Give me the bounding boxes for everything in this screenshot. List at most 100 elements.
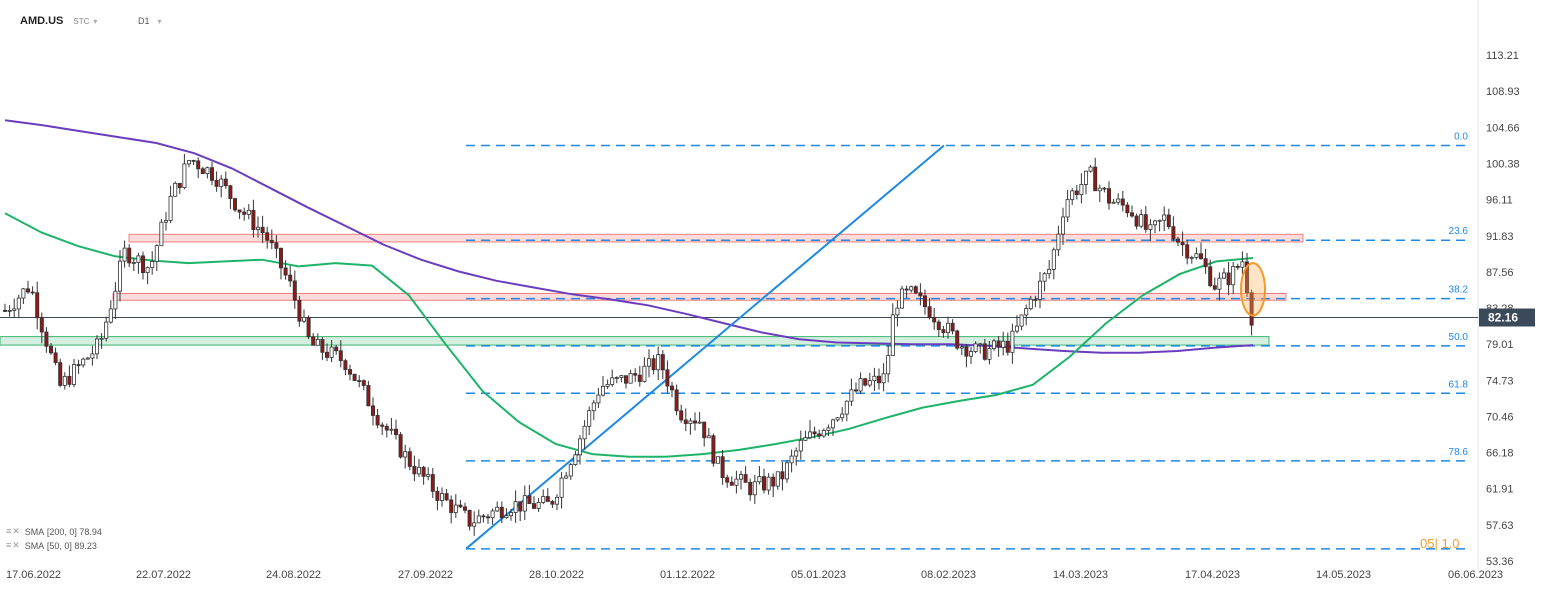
candle-body (729, 481, 734, 486)
legend-sma200[interactable]: ≡✕ SMA [200, 0] 78.94 (6, 526, 102, 537)
fib-level-label: 38.2 (1449, 285, 1469, 296)
candle-body (16, 297, 21, 310)
candle-body (3, 310, 8, 312)
x-tick-label: 08.02.2023 (921, 569, 976, 581)
candle-body (674, 389, 679, 412)
candle-body (159, 221, 164, 247)
candle-body (959, 346, 964, 349)
x-tick-label: 17.04.2023 (1185, 569, 1240, 581)
candle-body (844, 400, 849, 415)
support-zone (0, 336, 1270, 346)
candle-body (1245, 261, 1250, 294)
candle-body (904, 288, 909, 291)
candle-body (978, 343, 983, 346)
legend-sma50[interactable]: ≡✕ SMA [50, 0] 89.23 (6, 540, 97, 551)
candle-body (637, 374, 642, 382)
candle-body (173, 182, 178, 197)
candle-body (421, 466, 426, 477)
candle-body (1153, 220, 1158, 226)
candle-body (522, 495, 527, 512)
candle-body (890, 314, 895, 357)
candle-body (1061, 216, 1066, 235)
candle-body (370, 405, 375, 416)
drag-handle-icon[interactable]: ≡✕ (6, 526, 21, 536)
legend-sma200-name: SMA (24, 526, 45, 537)
candle-body (633, 373, 638, 376)
candle-body (205, 167, 210, 175)
candle-body (136, 255, 141, 263)
candle-body (955, 330, 960, 349)
candle-body (366, 385, 371, 407)
candle-body (854, 389, 859, 392)
candle-body (334, 346, 339, 352)
candle-body (808, 431, 813, 439)
x-tick-label: 14.03.2023 (1053, 569, 1108, 581)
candle-body (817, 433, 822, 437)
candle-body (969, 351, 974, 357)
x-tick-label: 22.07.2022 (136, 569, 191, 581)
candle-body (582, 425, 587, 440)
candle-body (191, 160, 196, 162)
chevron-down-icon[interactable]: ▾ (157, 16, 162, 26)
candle-body (490, 510, 495, 519)
candle-body (1102, 187, 1107, 190)
candle-body (67, 375, 72, 385)
candle-body (872, 375, 877, 382)
candle-body (1028, 298, 1033, 309)
candle-body (1120, 198, 1125, 206)
candle-body (665, 369, 670, 387)
candle-body (513, 501, 518, 513)
candle-body (1199, 253, 1204, 260)
candle-body (214, 179, 219, 187)
symbol-header[interactable]: AMD.US STC ▾ (20, 12, 97, 30)
y-tick-label: 53.36 (1486, 556, 1514, 568)
candle-body (237, 209, 242, 213)
y-tick-label: 96.11 (1486, 195, 1513, 207)
candle-body (315, 339, 320, 346)
candle-body (255, 226, 260, 231)
candle-body (219, 178, 224, 187)
candle-body (849, 389, 854, 402)
candle-body (265, 232, 270, 241)
candle-body (122, 247, 127, 262)
candle-body (1010, 330, 1015, 353)
candle-body (545, 496, 550, 502)
candle-body (596, 394, 601, 404)
candle-body (85, 357, 90, 360)
x-tick-label: 01.12.2022 (660, 569, 715, 581)
candle-body (485, 516, 490, 519)
candle-body (923, 295, 928, 308)
candle-body (1130, 212, 1135, 217)
timeframe-selector[interactable]: D1 ▾ (138, 12, 162, 30)
candle-body (651, 358, 656, 371)
fib-level-label: 50.0 (1449, 332, 1469, 343)
candle-body (725, 477, 730, 483)
candle-body (320, 339, 325, 353)
candle-body (154, 245, 159, 262)
candle-body (209, 167, 214, 181)
candle-body (913, 286, 918, 294)
candle-body (1111, 201, 1116, 204)
y-tick-label: 113.21 (1486, 50, 1519, 62)
chevron-down-icon[interactable]: ▾ (93, 16, 98, 26)
candle-body (670, 385, 675, 391)
candle-body (416, 466, 421, 475)
candle-body (867, 380, 872, 386)
legend-sma50-value: 89.23 (74, 540, 97, 551)
candle-body (936, 321, 941, 330)
candle-body (619, 375, 624, 378)
candle-body (573, 454, 578, 465)
candle-body (900, 288, 905, 309)
candle-body (1015, 325, 1020, 332)
candle-body (131, 262, 136, 264)
candle-body (242, 211, 247, 215)
candle-body (495, 506, 500, 512)
candle-body (127, 247, 132, 264)
candle-body (1038, 280, 1043, 300)
candle-body (555, 496, 560, 505)
drag-handle-icon[interactable]: ≡✕ (6, 540, 21, 550)
candle-body (288, 274, 293, 282)
fib-level-label: 0.0 (1454, 132, 1468, 143)
